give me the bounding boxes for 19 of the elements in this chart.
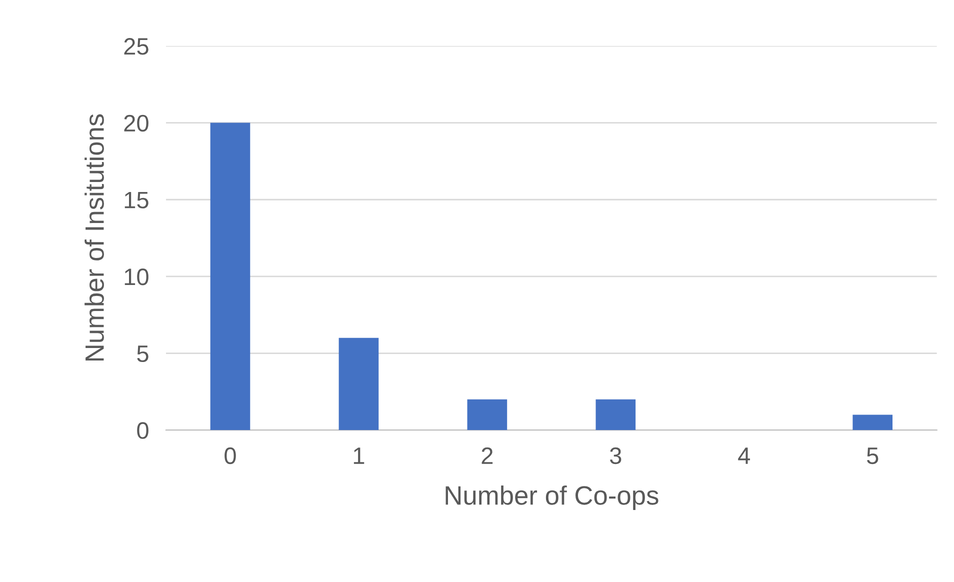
bar xyxy=(338,338,379,430)
x-tick-label: 0 xyxy=(224,447,236,464)
x-tick-label: 4 xyxy=(738,448,750,464)
y-axis-title: Number of Insitutions xyxy=(84,114,104,361)
x-tick-label: 5 xyxy=(866,448,878,464)
y-tick-label: 15 xyxy=(124,192,148,208)
y-tick-label: 5 xyxy=(137,346,148,362)
x-tick-label: 2 xyxy=(482,447,493,464)
y-tick-label: 0 xyxy=(137,422,148,439)
y-tick-label: 20 xyxy=(124,114,148,132)
y-tick-label: 10 xyxy=(124,268,148,286)
bar xyxy=(596,399,636,430)
x-tick-label: 1 xyxy=(354,448,364,464)
y-tick-label: 25 xyxy=(124,38,148,55)
bar xyxy=(210,122,250,430)
x-axis-title: Number of Co-ops xyxy=(446,485,658,510)
bar xyxy=(852,414,893,430)
bar xyxy=(467,399,508,430)
x-tick-label: 3 xyxy=(610,447,622,464)
